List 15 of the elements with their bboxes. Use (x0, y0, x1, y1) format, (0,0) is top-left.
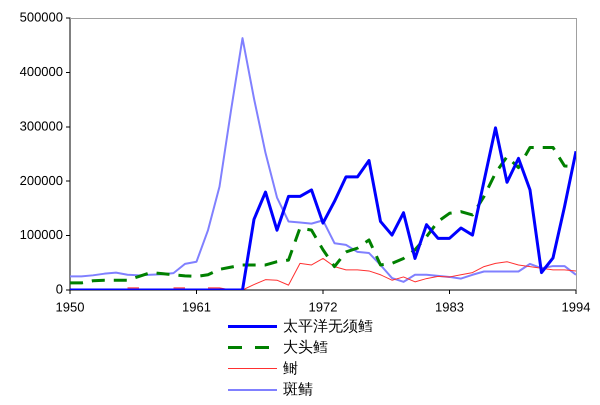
legend-label: 大头鳕 (283, 338, 328, 356)
y-tick-label: 0 (56, 282, 63, 297)
legend-label: 太平洋无须鳕 (283, 317, 373, 335)
x-tick-label: 1983 (435, 299, 464, 314)
x-tick-label: 1972 (308, 299, 338, 314)
legend-label: 斑鲭 (283, 380, 313, 398)
y-tick-label: 300000 (20, 118, 63, 134)
y-tick-label: 100000 (20, 227, 63, 242)
y-tick-label: 500000 (20, 10, 63, 25)
y-tick-label: 200000 (20, 172, 63, 188)
y-tick-label: 400000 (20, 64, 63, 79)
legend-label: 鲥 (283, 359, 298, 377)
x-tick-label: 1950 (56, 299, 84, 314)
x-tick-label: 1961 (182, 299, 211, 314)
x-tick-label: 1994 (562, 299, 590, 314)
